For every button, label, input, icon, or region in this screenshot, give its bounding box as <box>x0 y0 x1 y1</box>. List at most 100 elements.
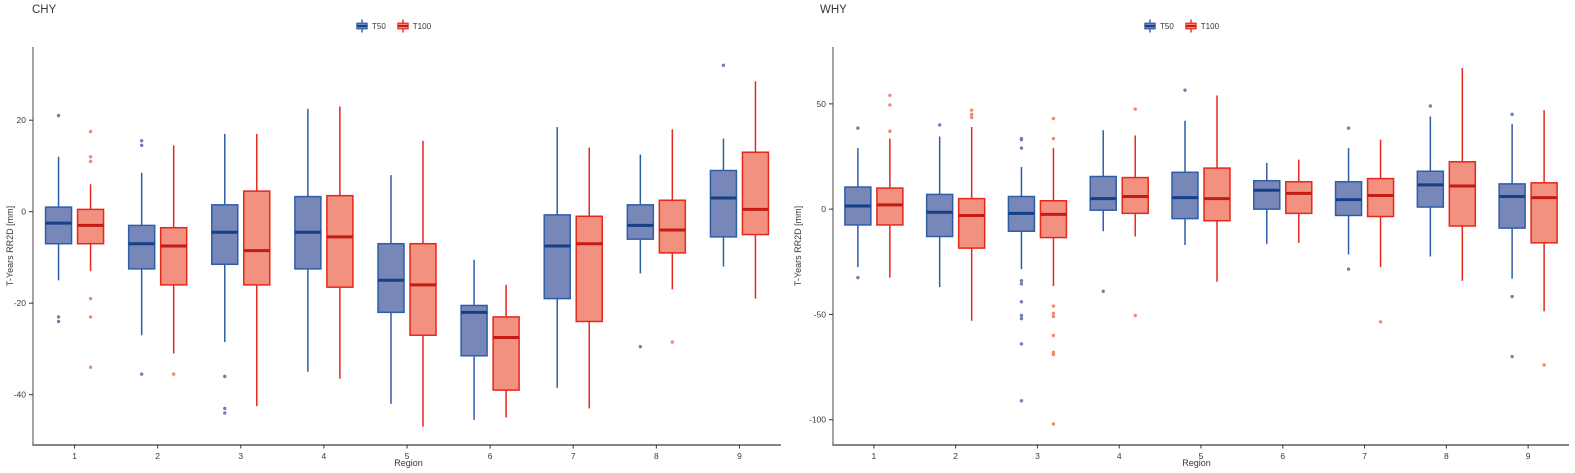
outlier-point <box>1051 116 1056 121</box>
iqr-box <box>243 190 271 286</box>
boxplot-t50-region-5 <box>377 175 405 404</box>
outlier-point <box>1051 136 1056 141</box>
outlier-point <box>1019 342 1024 346</box>
iqr-box <box>127 224 156 270</box>
outlier-point <box>1510 294 1514 299</box>
chy-boxplot-svg: 20 0 -20 -40 1 2 3 4 5 6 7 8 9 <box>14 47 781 461</box>
iqr-box <box>211 204 239 266</box>
boxplot-key-t100-icon <box>397 19 409 33</box>
outlier-point <box>139 139 144 143</box>
outlier-point <box>969 112 974 117</box>
x-tick-label: 6 <box>488 451 493 461</box>
outlier-point <box>1346 126 1351 130</box>
boxplot-t50-region-7 <box>543 127 571 388</box>
y-tick-label: 0 <box>21 207 26 217</box>
outlier-point <box>1378 320 1383 324</box>
y-tick-label: 50 <box>817 99 827 109</box>
boxplot-t50-region-9 <box>709 63 738 267</box>
outlier-point <box>1346 267 1351 271</box>
boxplot-t100-region-7 <box>1366 139 1395 324</box>
outlier-point <box>937 123 942 127</box>
boxplot-t100-region-4 <box>1121 107 1149 318</box>
boxplot-t50-region-2 <box>925 123 954 288</box>
outlier-point <box>1019 313 1024 318</box>
legend-why: T50 T100 <box>788 19 1575 33</box>
iqr-box <box>1089 175 1117 211</box>
y-tick-label: 0 <box>821 204 826 214</box>
x-axis-label-why: Region <box>1182 458 1211 468</box>
iqr-box <box>709 169 738 238</box>
iqr-box <box>1448 161 1477 227</box>
outlier-point <box>1051 422 1056 426</box>
outlier-point <box>139 143 144 148</box>
outlier-point <box>88 155 93 159</box>
boxplot-t100-region-9 <box>1530 110 1558 367</box>
legend-label-t50: T50 <box>371 21 386 31</box>
iqr-box <box>460 304 488 357</box>
boxplot-t50-region-9 <box>1498 112 1526 359</box>
boxplot-t50-region-1 <box>44 113 73 324</box>
boxplot-t50-region-1 <box>844 126 872 280</box>
outlier-point <box>1051 311 1056 316</box>
boxplot-key-t50-icon <box>1144 19 1156 33</box>
legend-entry-t50: T50 <box>1144 19 1174 33</box>
outlier-point <box>88 129 93 134</box>
iqr-box <box>159 226 188 286</box>
outlier-point <box>1019 399 1024 403</box>
boxplot-t50-region-2 <box>127 139 156 376</box>
iqr-box <box>1171 171 1199 220</box>
iqr-box <box>1416 170 1445 208</box>
boxplot-t50-region-4 <box>1089 130 1117 293</box>
x-tick-label: 3 <box>1035 451 1040 461</box>
chart-title-chy: CHY <box>32 4 57 16</box>
boxplot-t100-region-2 <box>159 145 188 376</box>
outlier-point <box>139 372 144 376</box>
chart-panel-chy: CHY T50 T100 T-Years RR2D [mm] 20 0 -2 <box>0 0 787 473</box>
boxplot-t100-region-5 <box>409 140 437 427</box>
boxplot-t50-region-4 <box>294 108 322 372</box>
boxplot-t50-region-3 <box>211 133 239 415</box>
boxplot-t100-region-5 <box>1203 95 1231 282</box>
iqr-box <box>876 187 904 226</box>
chart-panel-why: WHY T50 T100 T-Years RR2D [mm] 50 0 -5 <box>788 0 1575 473</box>
boxplot-key-t50-icon <box>356 19 368 33</box>
x-tick-label: 6 <box>1280 451 1285 461</box>
iqr-box <box>1039 199 1068 239</box>
outlier-point <box>1019 279 1024 283</box>
iqr-box <box>492 316 520 391</box>
y-tick-label: 20 <box>17 115 27 125</box>
boxplot-t50-region-6 <box>1253 162 1281 244</box>
iqr-box <box>925 193 954 238</box>
y-tick-label: -40 <box>14 390 27 400</box>
legend-label-t50: T50 <box>1159 21 1174 31</box>
boxplot-t100-region-7 <box>575 147 603 409</box>
boxplot-t100-region-4 <box>326 106 354 379</box>
x-tick-label: 9 <box>737 451 742 461</box>
iqr-box <box>575 215 603 323</box>
outlier-point <box>1510 354 1514 359</box>
boxplot-t100-region-8 <box>1448 68 1477 281</box>
boxplot-t100-region-3 <box>243 133 271 407</box>
legend-chy: T50 T100 <box>0 19 787 33</box>
legend-entry-t100: T100 <box>397 19 431 33</box>
iqr-box <box>1530 182 1558 244</box>
iqr-box <box>326 194 354 288</box>
x-axis-label-chy: Region <box>394 458 423 468</box>
iqr-box <box>658 199 687 254</box>
outlier-point <box>1428 104 1433 108</box>
iqr-box <box>1203 167 1231 222</box>
x-tick-label: 2 <box>155 451 160 461</box>
boxplot-t100-region-2 <box>957 108 986 321</box>
boxplot-t50-region-3 <box>1007 136 1036 403</box>
iqr-box <box>1498 183 1526 229</box>
iqr-box <box>409 242 437 336</box>
outlier-point <box>223 374 227 379</box>
x-tick-label: 2 <box>953 451 958 461</box>
outlier-point <box>1510 112 1514 117</box>
outlier-point <box>1101 289 1105 293</box>
outlier-point <box>88 159 93 164</box>
x-tick-label: 5 <box>405 451 410 461</box>
legend-label-t100: T100 <box>1200 21 1220 31</box>
legend-label-t100: T100 <box>412 21 432 31</box>
